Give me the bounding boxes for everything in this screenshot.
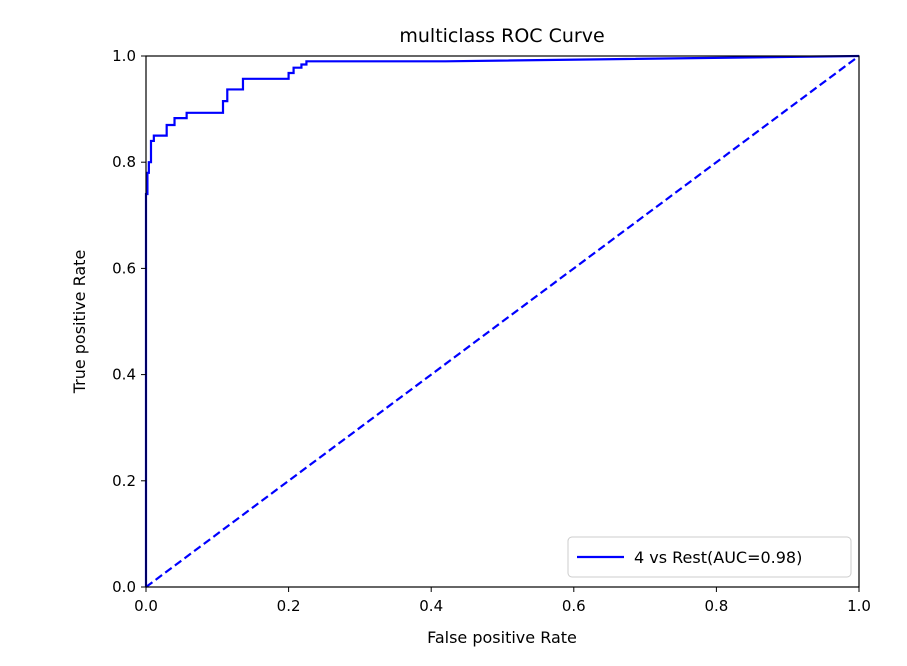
x-tick-label: 1.0	[847, 597, 871, 615]
chance-diagonal-line	[145, 55, 860, 588]
x-tick-label: 0.2	[277, 597, 301, 615]
chart-title: multiclass ROC Curve	[399, 25, 604, 47]
x-tick-label: 0.4	[419, 597, 443, 615]
plot-area	[144, 54, 860, 588]
x-tick-label: 0.6	[562, 597, 586, 615]
y-tick-label: 0.0	[112, 578, 136, 596]
legend-box	[567, 536, 852, 578]
legend: 4 vs Rest(AUC=0.98)	[567, 536, 852, 578]
axes-frame	[145, 55, 860, 588]
y-tick-label: 0.6	[112, 259, 136, 277]
legend-label: 4 vs Rest(AUC=0.98)	[634, 548, 802, 567]
y-axis: 0.0 0.2 0.4 0.6 0.8 1.0	[112, 47, 146, 596]
y-tick-label: 0.2	[112, 472, 136, 490]
y-tick-label: 0.4	[112, 366, 136, 384]
y-tick-label: 0.8	[112, 153, 136, 171]
x-tick-label: 0.8	[704, 597, 728, 615]
x-axis-label: False positive Rate	[427, 628, 577, 647]
x-axis: 0.0 0.2 0.4 0.6 0.8 1.0	[134, 587, 871, 615]
y-axis-label: True positive Rate	[70, 250, 89, 395]
x-tick-label: 0.0	[134, 597, 158, 615]
y-tick-label: 1.0	[112, 47, 136, 65]
roc-curve-line	[144, 54, 860, 587]
